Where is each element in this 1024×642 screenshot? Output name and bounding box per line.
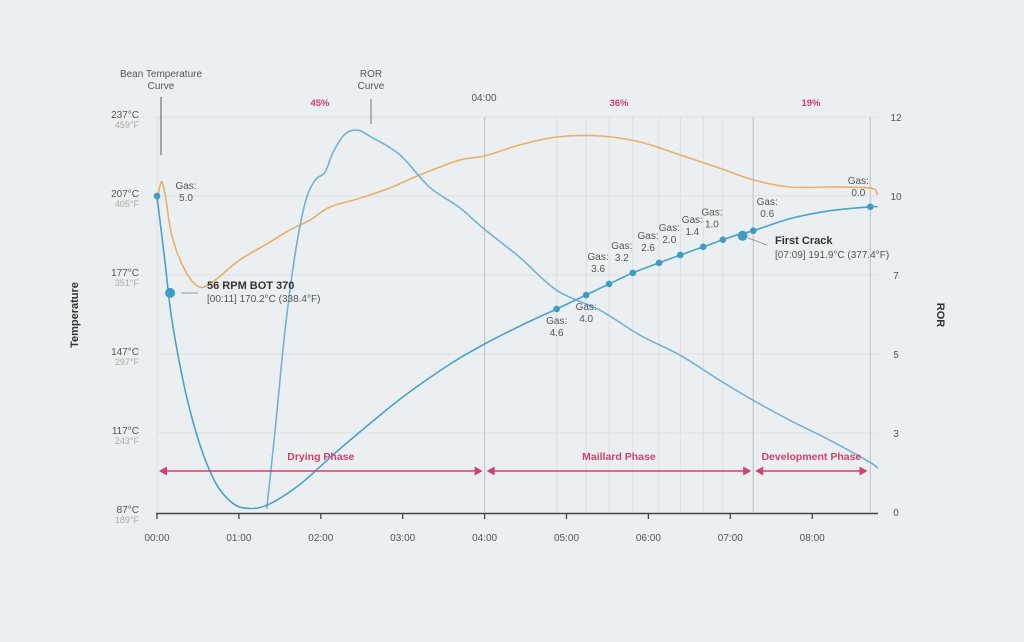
x-tick-label: 02:00 bbox=[308, 533, 333, 544]
top-time-label: 04:00 bbox=[471, 93, 496, 104]
gas-marker-dot bbox=[605, 280, 613, 288]
y-axis-left-title: Temperature bbox=[69, 282, 81, 348]
gas-value: 3.2 bbox=[615, 253, 629, 264]
gas-marker-dot bbox=[655, 259, 663, 267]
orange-curve bbox=[156, 134, 879, 289]
y-left-tick-fahrenheit: 297°F bbox=[115, 357, 140, 367]
gas-label: Gas: bbox=[588, 252, 609, 263]
y-axis-right: 12 10 7 5 3 0 bbox=[890, 113, 902, 519]
gas-marker-dot bbox=[719, 236, 727, 244]
charge-label-line1: 56 RPM BOT 370 bbox=[207, 280, 294, 292]
first-crack-label-line2: [07:09] 191.9°C (377.4°F) bbox=[775, 250, 889, 261]
gridlines bbox=[156, 116, 878, 512]
ror-curve-label-line2: Curve bbox=[358, 81, 385, 92]
phase-percent-maillard: 36% bbox=[609, 98, 629, 109]
gas-marker-dot bbox=[699, 243, 707, 251]
gas-label: Gas: bbox=[576, 302, 597, 313]
gas-value: 1.4 bbox=[685, 227, 699, 238]
phase-percent-development: 19% bbox=[801, 98, 821, 109]
y-left-tick-celsius: 207°C bbox=[111, 189, 139, 200]
gas-marker-dot bbox=[867, 203, 874, 211]
gas-marker-dot bbox=[553, 305, 560, 313]
charge-point bbox=[165, 287, 176, 298]
gas-value: 2.0 bbox=[662, 235, 676, 246]
y-right-tick: 3 bbox=[893, 429, 899, 440]
gas-marker-dot bbox=[677, 251, 684, 259]
y-left-tick-celsius: 177°C bbox=[111, 268, 139, 279]
gas-label: Gas: bbox=[546, 316, 567, 327]
first-crack-label-line1: First Crack bbox=[775, 235, 833, 247]
phase-percent-drying: 45% bbox=[310, 98, 330, 109]
arrow-left-icon bbox=[486, 466, 495, 476]
y-right-tick: 10 bbox=[890, 192, 902, 203]
phase-label: Maillard Phase bbox=[582, 451, 656, 463]
arrow-left-icon bbox=[159, 466, 167, 476]
gas-label: Gas: bbox=[757, 197, 778, 208]
x-tick-label: 07:00 bbox=[718, 533, 743, 544]
gas-value: 0.0 bbox=[851, 188, 865, 199]
y-left-tick-fahrenheit: 405°F bbox=[115, 199, 140, 209]
gas-label: Gas: bbox=[659, 223, 680, 234]
y-right-tick: 12 bbox=[890, 113, 902, 124]
gas-value: 5.0 bbox=[179, 193, 193, 204]
event-gridlines bbox=[484, 117, 871, 512]
gas-value: 3.6 bbox=[591, 264, 605, 275]
gas-marker-dot bbox=[629, 269, 637, 277]
y-right-tick: 0 bbox=[893, 508, 899, 519]
bean-curve-label-line1: Bean Temperature bbox=[120, 69, 203, 80]
y-left-tick-celsius: 237°C bbox=[111, 110, 139, 121]
ror-curve-label-line1: ROR bbox=[360, 69, 382, 80]
y-left-tick-fahrenheit: 243°F bbox=[115, 436, 140, 446]
x-tick-label: 06:00 bbox=[636, 533, 661, 544]
y-right-tick: 7 bbox=[893, 271, 899, 282]
gas-label: Gas: bbox=[611, 241, 632, 252]
first-crack-pointer bbox=[747, 237, 768, 246]
x-tick-label: 03:00 bbox=[390, 533, 415, 544]
bean-curve-label-line2: Curve bbox=[148, 81, 175, 92]
x-tick-label: 01:00 bbox=[226, 533, 251, 544]
arrow-right-icon bbox=[743, 466, 752, 476]
phase-label: Drying Phase bbox=[287, 451, 354, 463]
x-tick-label: 05:00 bbox=[554, 533, 579, 544]
gas-value: 4.0 bbox=[579, 314, 593, 325]
gas-label: Gas: bbox=[682, 215, 703, 226]
y-left-tick-celsius: 147°C bbox=[111, 347, 139, 358]
gas-marker-dot bbox=[749, 227, 757, 235]
gas-value: 0.6 bbox=[760, 209, 774, 220]
gas-label: Gas: bbox=[848, 176, 869, 187]
y-left-tick-celsius: 87°C bbox=[117, 505, 139, 516]
first-crack-point bbox=[737, 230, 748, 241]
x-tick-label: 08:00 bbox=[800, 533, 825, 544]
x-tick-label: 04:00 bbox=[472, 533, 497, 544]
y-left-tick-fahrenheit: 189°F bbox=[115, 515, 140, 525]
gas-markers: Gas:5.0Gas:4.6Gas:4.0Gas:3.6Gas:3.2Gas:2… bbox=[153, 176, 874, 339]
gas-label: Gas: bbox=[701, 208, 722, 219]
x-tick-label: 00:00 bbox=[144, 533, 169, 544]
phase-label: Development Phase bbox=[761, 451, 861, 463]
charge-label-line2: [00:11] 170.2°C (338.4°F) bbox=[207, 294, 320, 305]
y-left-tick-fahrenheit: 459°F bbox=[115, 120, 140, 130]
gas-label: Gas: bbox=[175, 181, 196, 192]
ror-curve bbox=[265, 129, 879, 510]
arrow-left-icon bbox=[755, 466, 764, 476]
gas-value: 2.6 bbox=[641, 243, 655, 254]
gas-value: 1.0 bbox=[705, 220, 719, 231]
gas-marker-dot bbox=[153, 192, 161, 200]
x-axis: 00:00 01:00 02:00 03:00 04:00 05:00 06:00 07:00… bbox=[144, 512, 878, 544]
y-left-tick-fahrenheit: 351°F bbox=[115, 278, 140, 288]
y-right-tick: 5 bbox=[893, 350, 899, 361]
gas-marker-dot bbox=[582, 291, 590, 299]
arrow-right-icon bbox=[474, 466, 483, 476]
phase-arrows: Drying Phase Maillard Phase Development Ph… bbox=[159, 451, 868, 476]
arrow-right-icon bbox=[859, 466, 868, 476]
gas-value: 4.6 bbox=[550, 328, 564, 339]
gas-label: Gas: bbox=[637, 231, 658, 242]
y-axis-right-title: ROR bbox=[934, 303, 946, 328]
y-left-tick-celsius: 117°C bbox=[112, 426, 139, 437]
